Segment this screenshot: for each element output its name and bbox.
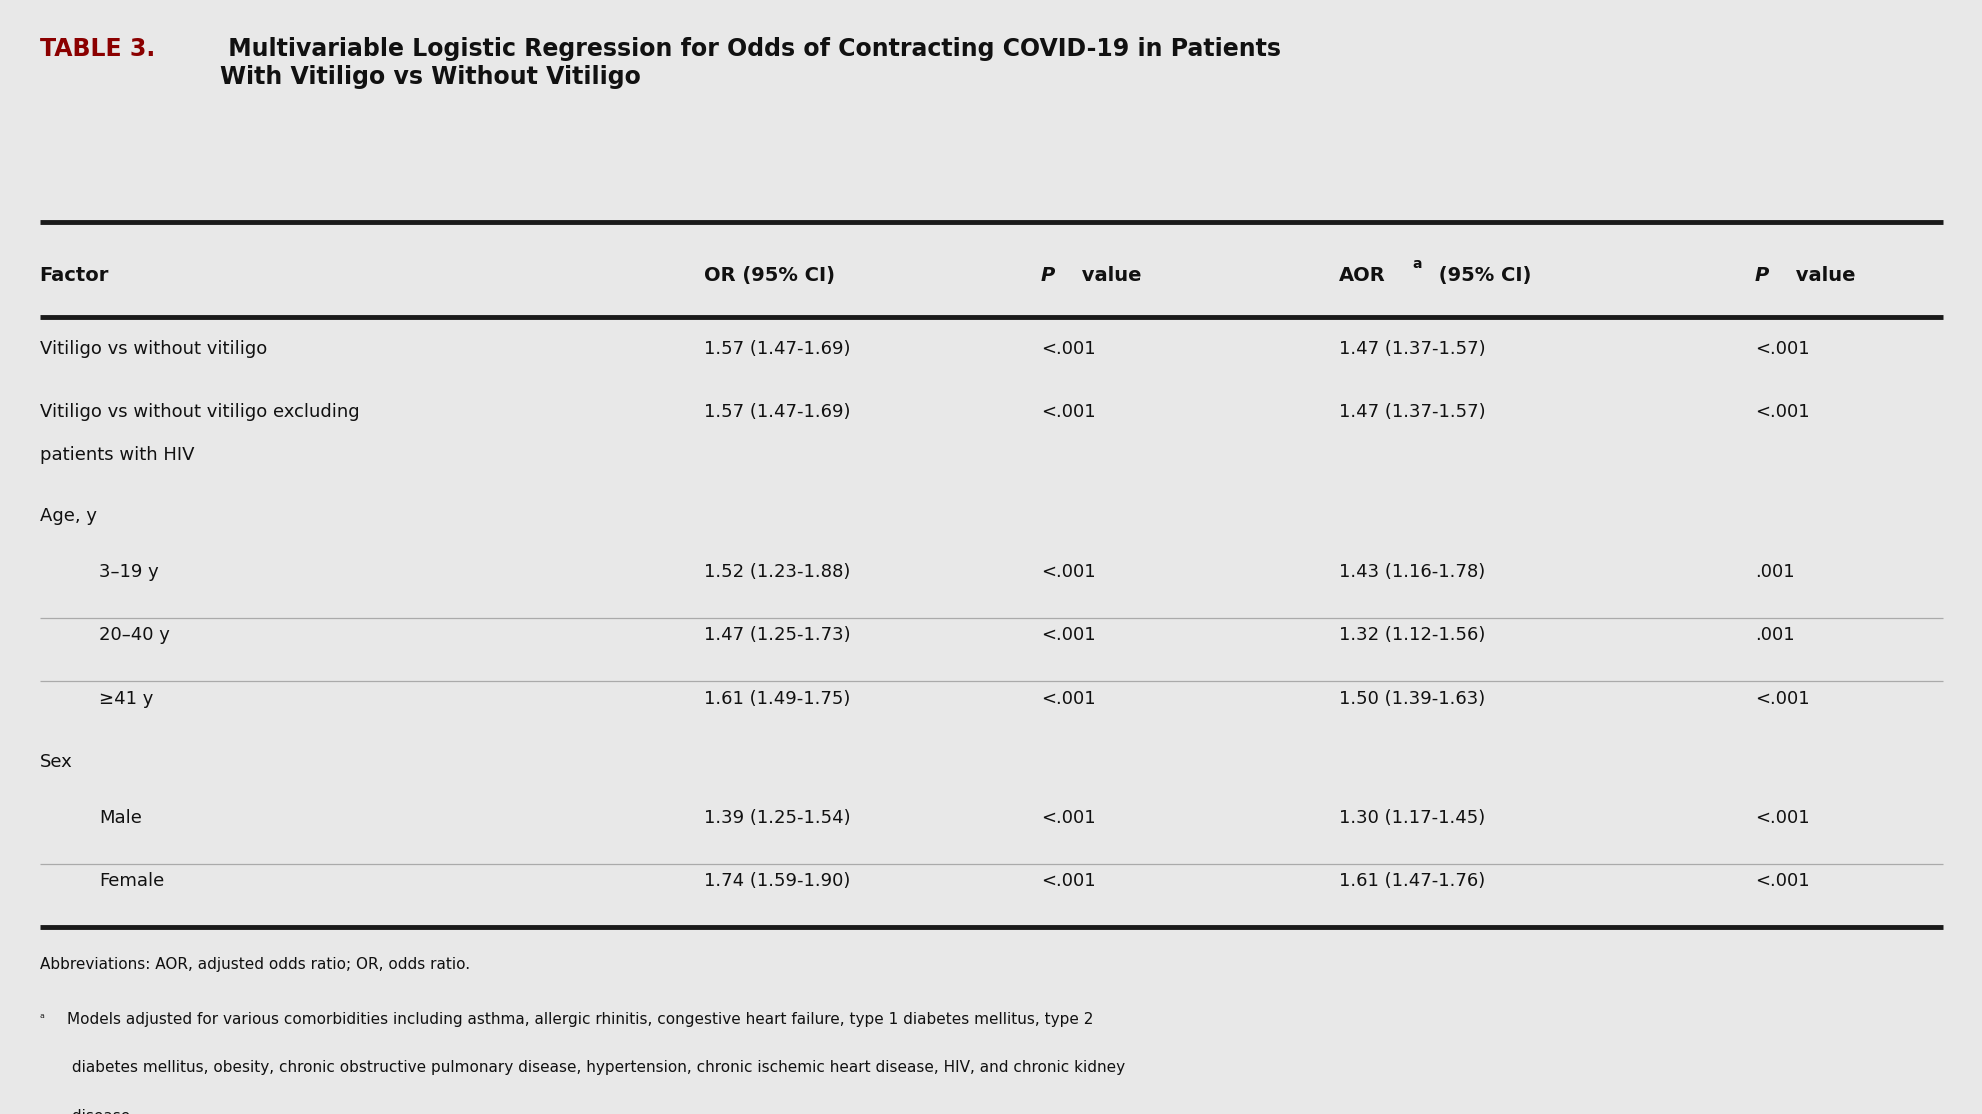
Text: a: a bbox=[1411, 256, 1421, 271]
Text: Sex: Sex bbox=[40, 753, 73, 771]
Text: value: value bbox=[1788, 266, 1855, 285]
Text: 1.50 (1.39-1.63): 1.50 (1.39-1.63) bbox=[1338, 690, 1485, 707]
Text: 1.30 (1.17-1.45): 1.30 (1.17-1.45) bbox=[1338, 809, 1485, 827]
Text: <.001: <.001 bbox=[1041, 563, 1096, 580]
Text: Female: Female bbox=[99, 872, 165, 890]
Text: 1.32 (1.12-1.56): 1.32 (1.12-1.56) bbox=[1338, 626, 1485, 644]
Text: 1.61 (1.49-1.75): 1.61 (1.49-1.75) bbox=[704, 690, 850, 707]
Text: 1.47 (1.37-1.57): 1.47 (1.37-1.57) bbox=[1338, 403, 1485, 421]
Text: <.001: <.001 bbox=[1041, 626, 1096, 644]
Text: 1.52 (1.23-1.88): 1.52 (1.23-1.88) bbox=[704, 563, 850, 580]
Text: <.001: <.001 bbox=[1754, 690, 1810, 707]
Text: Male: Male bbox=[99, 809, 143, 827]
Text: Age, y: Age, y bbox=[40, 507, 97, 525]
Text: <.001: <.001 bbox=[1041, 403, 1096, 421]
Text: <.001: <.001 bbox=[1041, 340, 1096, 358]
Text: 20–40 y: 20–40 y bbox=[99, 626, 170, 644]
Text: 1.47 (1.37-1.57): 1.47 (1.37-1.57) bbox=[1338, 340, 1485, 358]
Text: 1.57 (1.47-1.69): 1.57 (1.47-1.69) bbox=[704, 340, 850, 358]
Text: P: P bbox=[1041, 266, 1054, 285]
Text: 1.39 (1.25-1.54): 1.39 (1.25-1.54) bbox=[704, 809, 850, 827]
Text: <.001: <.001 bbox=[1754, 809, 1810, 827]
Text: .001: .001 bbox=[1754, 626, 1794, 644]
Text: ≥41 y: ≥41 y bbox=[99, 690, 153, 707]
Text: AOR: AOR bbox=[1338, 266, 1385, 285]
Text: <.001: <.001 bbox=[1754, 340, 1810, 358]
Text: Abbreviations: AOR, adjusted odds ratio; OR, odds ratio.: Abbreviations: AOR, adjusted odds ratio;… bbox=[40, 957, 470, 971]
Text: (95% CI): (95% CI) bbox=[1431, 266, 1530, 285]
Text: 3–19 y: 3–19 y bbox=[99, 563, 159, 580]
Text: <.001: <.001 bbox=[1041, 872, 1096, 890]
Text: 1.57 (1.47-1.69): 1.57 (1.47-1.69) bbox=[704, 403, 850, 421]
Text: ᵃ: ᵃ bbox=[40, 1012, 44, 1025]
Text: 1.43 (1.16-1.78): 1.43 (1.16-1.78) bbox=[1338, 563, 1485, 580]
Text: OR (95% CI): OR (95% CI) bbox=[704, 266, 834, 285]
Text: TABLE 3.: TABLE 3. bbox=[40, 37, 155, 61]
Text: patients with HIV: patients with HIV bbox=[40, 446, 194, 463]
Text: <.001: <.001 bbox=[1754, 403, 1810, 421]
Text: value: value bbox=[1074, 266, 1142, 285]
Text: P: P bbox=[1754, 266, 1768, 285]
Text: Vitiligo vs without vitiligo excluding: Vitiligo vs without vitiligo excluding bbox=[40, 403, 359, 421]
Text: Factor: Factor bbox=[40, 266, 109, 285]
Text: <.001: <.001 bbox=[1041, 809, 1096, 827]
Text: Multivariable Logistic Regression for Odds of Contracting COVID-19 in Patients
W: Multivariable Logistic Regression for Od… bbox=[220, 37, 1280, 89]
Text: Models adjusted for various comorbidities including asthma, allergic rhinitis, c: Models adjusted for various comorbiditie… bbox=[67, 1012, 1094, 1027]
Text: 1.61 (1.47-1.76): 1.61 (1.47-1.76) bbox=[1338, 872, 1485, 890]
Text: disease.: disease. bbox=[67, 1108, 135, 1114]
Text: <.001: <.001 bbox=[1041, 690, 1096, 707]
Text: <.001: <.001 bbox=[1754, 872, 1810, 890]
Text: 1.47 (1.25-1.73): 1.47 (1.25-1.73) bbox=[704, 626, 850, 644]
Text: .001: .001 bbox=[1754, 563, 1794, 580]
Text: diabetes mellitus, obesity, chronic obstructive pulmonary disease, hypertension,: diabetes mellitus, obesity, chronic obst… bbox=[67, 1061, 1126, 1075]
Text: Vitiligo vs without vitiligo: Vitiligo vs without vitiligo bbox=[40, 340, 268, 358]
Text: 1.74 (1.59-1.90): 1.74 (1.59-1.90) bbox=[704, 872, 850, 890]
